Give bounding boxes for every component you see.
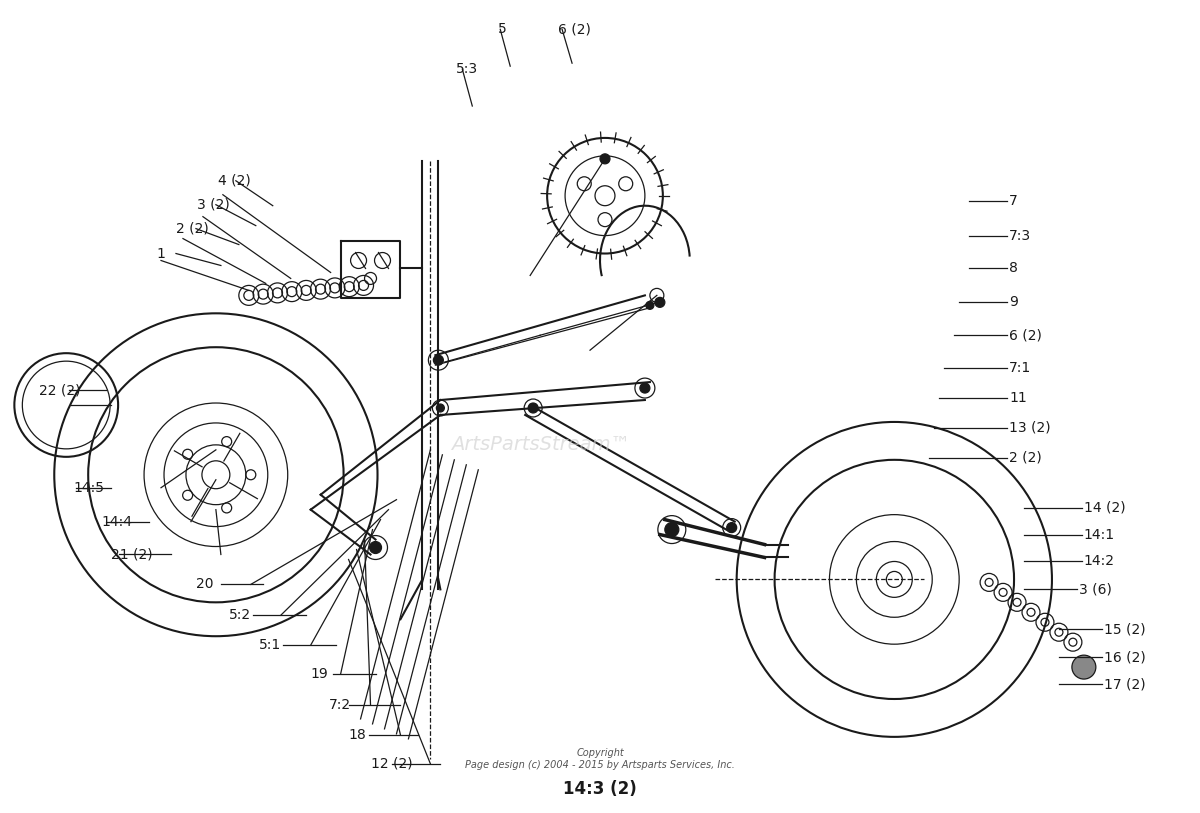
Text: 1: 1 [156, 246, 164, 260]
Circle shape [727, 523, 737, 533]
Text: ArtsPartsStream™: ArtsPartsStream™ [450, 436, 630, 454]
Text: 5: 5 [498, 22, 506, 37]
Circle shape [433, 355, 443, 365]
Text: 21 (2): 21 (2) [112, 547, 152, 562]
Text: 5:1: 5:1 [259, 638, 281, 652]
Text: 16 (2): 16 (2) [1104, 650, 1146, 664]
Text: 15 (2): 15 (2) [1104, 622, 1146, 637]
Circle shape [437, 404, 444, 412]
Text: Copyright
Page design (c) 2004 - 2015 by Artsparts Services, Inc.: Copyright Page design (c) 2004 - 2015 by… [466, 748, 734, 770]
Text: 22 (2): 22 (2) [40, 383, 80, 397]
Text: 7:2: 7:2 [329, 698, 350, 712]
Text: 2 (2): 2 (2) [176, 222, 209, 236]
Text: 6 (2): 6 (2) [558, 22, 590, 37]
Circle shape [600, 154, 610, 164]
Text: 5:3: 5:3 [456, 62, 479, 76]
Text: 14:4: 14:4 [101, 515, 132, 528]
Text: 12 (2): 12 (2) [371, 757, 412, 771]
Text: 14:1: 14:1 [1084, 528, 1115, 541]
Text: 6 (2): 6 (2) [1009, 328, 1042, 342]
Circle shape [646, 302, 654, 309]
Text: 14:3 (2): 14:3 (2) [563, 780, 637, 798]
Text: 7:3: 7:3 [1009, 228, 1031, 242]
Text: 19: 19 [311, 667, 329, 681]
Text: 14:5: 14:5 [73, 480, 104, 495]
Text: 3 (6): 3 (6) [1079, 582, 1111, 597]
Circle shape [665, 523, 679, 537]
Circle shape [528, 403, 538, 413]
Text: 14:2: 14:2 [1084, 554, 1115, 568]
Text: 9: 9 [1009, 295, 1018, 310]
Text: 11: 11 [1009, 391, 1027, 405]
Text: 4 (2): 4 (2) [218, 174, 251, 188]
Circle shape [655, 298, 665, 307]
Text: 18: 18 [348, 728, 366, 742]
Text: 2 (2): 2 (2) [1009, 451, 1042, 465]
Text: 14 (2): 14 (2) [1084, 501, 1126, 515]
Text: 3 (2): 3 (2) [197, 198, 229, 211]
Text: 20: 20 [196, 577, 214, 591]
Circle shape [640, 383, 650, 393]
Circle shape [1072, 655, 1096, 679]
Text: 5:2: 5:2 [229, 608, 251, 622]
Text: 13 (2): 13 (2) [1009, 421, 1051, 435]
Text: 7: 7 [1009, 193, 1018, 207]
Text: 7:1: 7:1 [1009, 361, 1031, 375]
Text: 8: 8 [1009, 262, 1018, 276]
Text: 17 (2): 17 (2) [1104, 677, 1146, 691]
Circle shape [370, 541, 382, 554]
